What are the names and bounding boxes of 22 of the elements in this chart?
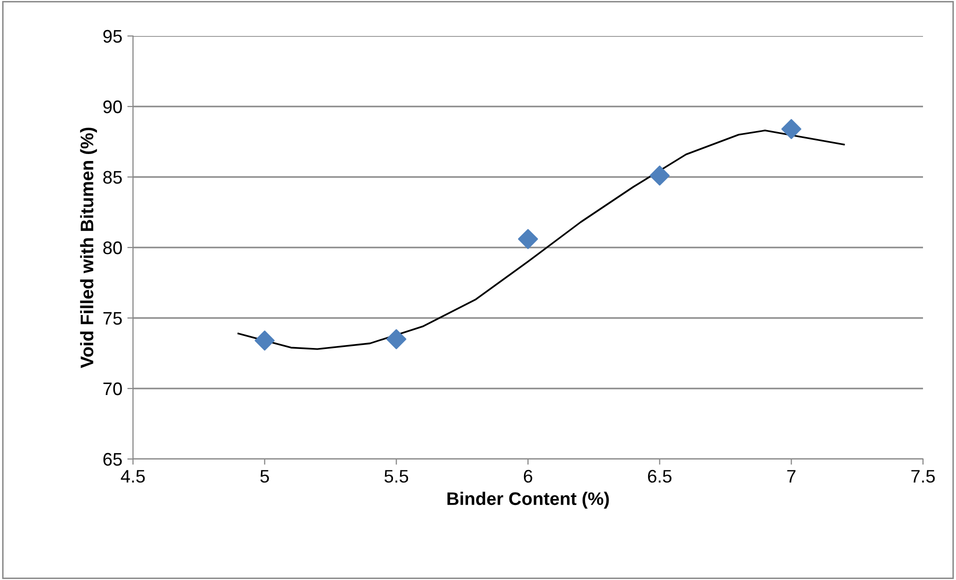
y-tick-label: 75 xyxy=(103,312,122,325)
x-axis-title: Binder Content (%) xyxy=(447,492,609,509)
y-tick-label: 85 xyxy=(103,170,122,184)
y-tick-label: 65 xyxy=(103,452,122,466)
y-tick-label: 90 xyxy=(103,100,122,114)
x-tick-label: 7.5 xyxy=(911,470,935,483)
y-axis-title: Void Filled with Bitumen (%) xyxy=(80,128,97,368)
y-tick-label: 70 xyxy=(103,382,122,396)
x-tick-label: 6 xyxy=(524,470,532,483)
point xyxy=(650,166,670,186)
point xyxy=(254,330,275,351)
y-tick-label: 95 xyxy=(103,30,122,43)
point xyxy=(386,329,406,350)
point xyxy=(781,119,802,140)
x-tick-label: 7 xyxy=(787,470,796,482)
x-tick-label: 4.5 xyxy=(120,470,145,483)
x-tick-label: 5 xyxy=(260,470,269,483)
line-series xyxy=(238,130,845,350)
point xyxy=(518,229,538,250)
x-tick-label: 5.5 xyxy=(384,470,408,483)
y-tick-label: 80 xyxy=(103,241,122,254)
x-tick-label: 6.5 xyxy=(648,470,672,483)
